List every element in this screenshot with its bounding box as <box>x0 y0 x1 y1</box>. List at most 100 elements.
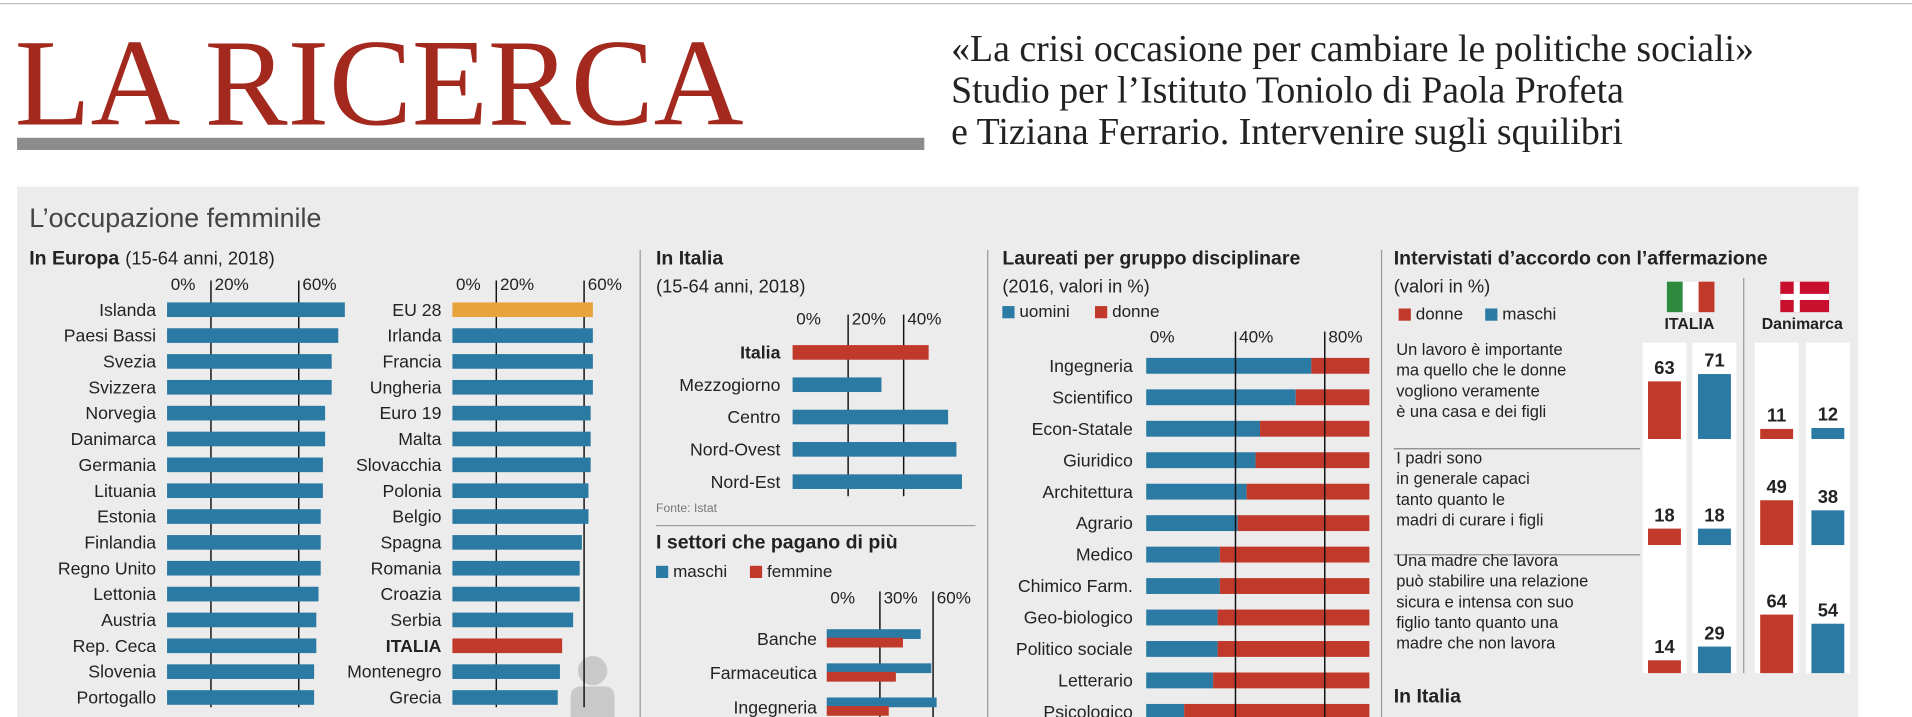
category-label: Banche <box>757 629 817 649</box>
bar-segment <box>1146 515 1238 532</box>
bar <box>167 690 315 705</box>
bar <box>1648 528 1681 546</box>
statement-line: sicura e intensa con suo <box>1396 593 1573 611</box>
bar <box>792 474 962 489</box>
statement-line: in generale capaci <box>1396 470 1530 488</box>
bar-segment <box>1217 641 1370 657</box>
bar <box>167 560 321 576</box>
category-label: Estonia <box>97 507 156 527</box>
x-tick-label: 20% <box>500 275 534 294</box>
bar <box>1760 614 1794 674</box>
bar <box>1811 623 1845 674</box>
title-rule <box>17 137 925 150</box>
category-label: Architettura <box>1042 482 1133 502</box>
bar <box>167 302 345 318</box>
legend-label: femmine <box>767 562 832 581</box>
value-label: 29 <box>1704 622 1724 643</box>
bar-segment <box>1146 672 1214 689</box>
x-tick-label: 60% <box>588 275 622 294</box>
statement-line: figlio tanto quanto una <box>1396 614 1559 632</box>
bar-segment <box>1213 672 1370 689</box>
bar-segment <box>1217 609 1370 626</box>
bar <box>792 442 957 457</box>
legend-swatch <box>1002 306 1015 319</box>
bar <box>452 302 593 318</box>
bar <box>452 457 591 473</box>
category-label: Montenegro <box>347 662 441 682</box>
category-label: Centro <box>727 407 780 427</box>
x-tick-label: 0% <box>830 589 855 608</box>
category-label: Medico <box>1076 545 1133 565</box>
x-tick-label: 0% <box>456 275 481 294</box>
bar <box>167 379 332 395</box>
category-label: Farmaceutica <box>710 663 817 683</box>
statement-line: madri di curare i figli <box>1396 512 1543 530</box>
chart-title: Laureati per gruppo disciplinare <box>1002 248 1300 270</box>
bar-segment <box>1146 578 1220 594</box>
section-title: L’occupazione femminile <box>29 203 321 233</box>
value-label: 38 <box>1818 486 1838 507</box>
bar <box>167 664 315 679</box>
category-label: Finlandia <box>84 532 156 552</box>
bar <box>167 586 319 602</box>
category-label: Norvegia <box>85 403 156 423</box>
x-tick-label: 60% <box>937 589 971 608</box>
bar-segment <box>1237 515 1370 532</box>
bar <box>1760 500 1794 546</box>
bar <box>1697 374 1731 439</box>
bar-segment <box>1146 389 1296 406</box>
bar-segment <box>1146 546 1220 563</box>
bar <box>826 706 889 716</box>
bar <box>792 409 949 425</box>
bar-segment <box>1146 452 1256 469</box>
header-title: LA RICERCA <box>15 13 744 151</box>
bar <box>826 637 903 648</box>
bar <box>1648 381 1681 439</box>
flag-denmark <box>1780 281 1830 313</box>
bar-segment <box>1219 546 1370 563</box>
x-tick-label: 30% <box>884 589 918 608</box>
chart-title: In Italia <box>656 248 723 270</box>
category-label: Econ-Statale <box>1032 419 1133 439</box>
category-label: Slovacchia <box>356 455 442 475</box>
bar <box>452 354 593 369</box>
note: In Italia <box>1394 685 1461 707</box>
chart-title: I settori che pagano di più <box>656 532 898 554</box>
legend-label: maschi <box>1502 304 1556 323</box>
value-label: 11 <box>1767 405 1786 426</box>
bar <box>167 612 317 628</box>
bar-segment <box>1146 357 1312 374</box>
category-label: Croazia <box>381 584 442 604</box>
bar-segment <box>1146 483 1247 500</box>
bar <box>452 509 589 524</box>
category-label: Chimico Farm. <box>1018 576 1133 596</box>
value-label: 71 <box>1704 350 1724 371</box>
category-label: Lettonia <box>93 584 156 604</box>
category-label: Psicologico <box>1043 702 1133 717</box>
legend-swatch <box>1485 308 1498 321</box>
bar <box>452 690 558 705</box>
category-label: Danimarca <box>71 429 157 449</box>
panel-label: Danimarca <box>1762 316 1843 333</box>
category-label: Giuridico <box>1063 450 1133 470</box>
bar <box>452 560 580 576</box>
bar <box>1648 660 1681 674</box>
category-label: Geo-biologico <box>1024 608 1133 628</box>
category-label: Austria <box>101 610 156 630</box>
bar <box>452 535 582 550</box>
x-tick-label: 0% <box>171 275 196 294</box>
category-label: Romania <box>371 558 442 578</box>
bar <box>1697 528 1731 546</box>
legend-label: maschi <box>673 562 727 581</box>
category-label: Germania <box>78 455 156 475</box>
value-label: 63 <box>1654 357 1674 378</box>
bar-segment <box>1311 357 1370 374</box>
statement-line: Un lavoro è importante <box>1396 341 1562 359</box>
value-label: 18 <box>1704 504 1724 525</box>
bar <box>826 663 932 674</box>
legend-label: uomini <box>1019 302 1069 321</box>
x-tick-label: 60% <box>302 275 336 294</box>
category-label: Serbia <box>390 610 441 630</box>
